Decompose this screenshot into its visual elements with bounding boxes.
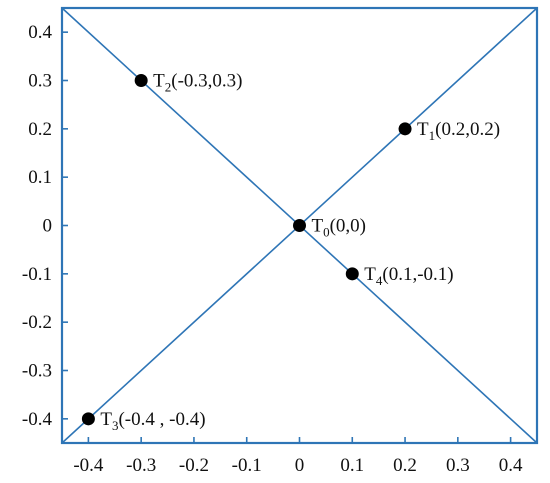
data-point-T2: [134, 74, 148, 87]
y-tick-label: -0.2: [22, 312, 52, 333]
point-label-subscript: 3: [112, 418, 119, 433]
point-label-T0: T0(0,0): [312, 216, 367, 240]
x-tick-label: 0.1: [340, 455, 364, 476]
point-label-subscript: 4: [376, 273, 383, 288]
data-point-T0: [293, 219, 306, 232]
y-tick-label: 0: [43, 216, 53, 237]
point-label-coords: (-0.4 , -0.4): [118, 409, 205, 430]
point-label-coords: (-0.3,0.3): [171, 71, 242, 92]
point-label-subscript: 0: [323, 225, 330, 240]
point-label-coords: (0.1,-0.1): [382, 264, 453, 285]
point-label-subscript: 1: [429, 128, 436, 143]
y-tick-label: -0.1: [22, 264, 52, 285]
y-tick-label: -0.3: [22, 361, 52, 382]
data-point-T1: [398, 122, 412, 136]
x-tick-label: 0: [295, 455, 305, 476]
x-tick-label: -0.2: [179, 455, 209, 476]
y-tick-label: 0.2: [28, 119, 52, 140]
plot-area: 0.4 0.3 0.2 0.1 0 -0.1 -0.2 -0.3 -0.4 -0.4 -0.3 -0.…: [22, 6, 539, 476]
point-label-T2: T2(-0.3,0.3): [153, 71, 242, 95]
x-tick-label: -0.4: [73, 455, 104, 476]
point-label-main: T: [364, 264, 376, 285]
point-label-coords: (0,0): [330, 216, 366, 237]
x-tick-label: -0.3: [126, 455, 156, 476]
point-label-T1: T1(0.2,0.2): [417, 119, 500, 143]
y-tick-label: 0.3: [28, 71, 52, 92]
point-label-main: T: [153, 71, 165, 92]
data-point-T3: [81, 412, 95, 426]
point-label-T3: T3(-0.4 , -0.4): [100, 409, 205, 433]
point-label-T4: T4(0.1,-0.1): [364, 264, 453, 288]
data-point-T4: [345, 267, 359, 281]
x-tick-label: 0.2: [393, 455, 417, 476]
y-tick-label: 0.1: [28, 167, 52, 188]
y-tick-label: 0.4: [28, 22, 52, 43]
point-label-main: T: [417, 119, 429, 140]
x-tick-label: -0.1: [232, 455, 262, 476]
x-tick-label: 0.4: [499, 455, 523, 476]
point-label-subscript: 2: [165, 80, 172, 95]
y-tick-label: -0.4: [22, 409, 53, 430]
x-tick-label: 0.3: [446, 455, 470, 476]
point-label-coords: (0.2,0.2): [435, 119, 500, 140]
point-label-main: T: [312, 216, 324, 237]
point-label-main: T: [100, 409, 112, 430]
